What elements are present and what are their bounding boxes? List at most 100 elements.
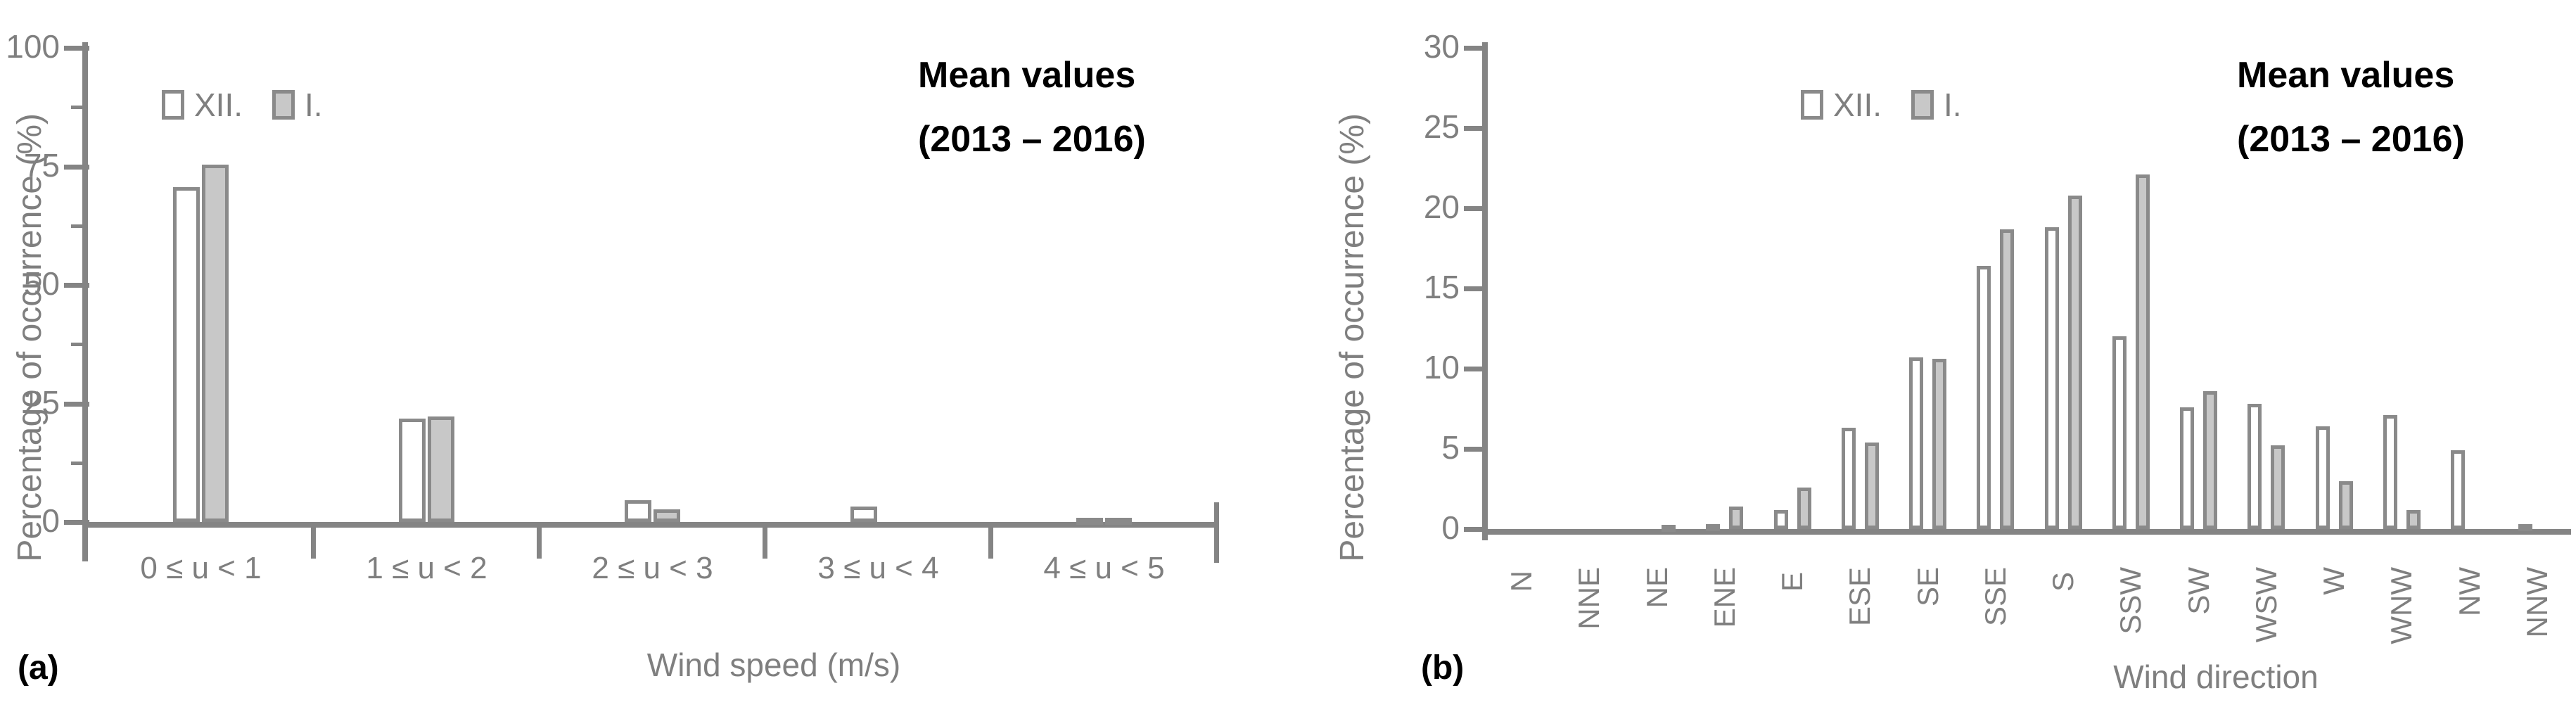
- chart-title-b-line2: (2013 – 2016): [2237, 119, 2465, 160]
- y-axis-line-b: [1482, 42, 1488, 540]
- bar-b-XII-NW: [2451, 450, 2466, 529]
- x-tick-label-text-NNW: NNW: [2520, 567, 2553, 638]
- y-axis-line-a: [82, 42, 88, 561]
- bar-a-I-1u2: [428, 416, 454, 522]
- x-divider-3-a: [763, 522, 767, 559]
- chart-title-a-line2: (2013 – 2016): [918, 119, 1146, 160]
- x-divider-2-a: [537, 522, 542, 559]
- y-tick-label-20-b: 20: [1423, 189, 1460, 225]
- chart-title-b-line1: Mean values: [2237, 55, 2455, 96]
- x-tick-label-text-NW: NW: [2452, 567, 2486, 616]
- y-axis-title-b-text: Percentage of occurrence (%): [1333, 113, 1371, 562]
- x-tick-label-b-SSW: SSW: [2114, 567, 2148, 640]
- bar-b-XII-WSW: [2247, 404, 2262, 529]
- x-axis-title-b: Wind direction: [2113, 658, 2319, 695]
- y-tick-label-25-b: 25: [1423, 108, 1460, 145]
- chart-title-a-line1: Mean values: [918, 55, 1136, 96]
- legend-item-xii-a: XII.: [162, 86, 243, 124]
- y-tick-0-b: [1464, 527, 1485, 532]
- legend-item-i-b: I.: [1911, 86, 1962, 124]
- bar-b-XII-W: [2315, 426, 2330, 529]
- x-tick-label-text-E: E: [1775, 571, 1809, 592]
- y-tick-20-b: [1464, 206, 1485, 211]
- bar-b-I-SSW: [2135, 174, 2150, 529]
- legend-label-xii-b: XII.: [1833, 87, 1882, 123]
- bar-a-XII-4u5: [1076, 518, 1103, 525]
- y-tick-label-0-a: 0: [42, 502, 60, 539]
- legend-swatch-i-a: [272, 90, 295, 120]
- legend-label-xii-a: XII.: [194, 87, 243, 123]
- x-tick-label-b-S: S: [2046, 567, 2080, 597]
- x-tick-label-b-SSE: SSE: [1978, 567, 2012, 631]
- legend-item-xii-b: XII.: [1801, 86, 1882, 124]
- y-tick-label-10-b: 10: [1423, 349, 1460, 386]
- x-tick-label-text-SE: SE: [1911, 567, 1944, 607]
- x-tick-label-text-WNW: WNW: [2385, 567, 2418, 644]
- bar-a-I-0u1: [202, 164, 229, 522]
- x-tick-label-text-W: W: [2317, 567, 2351, 595]
- x-tick-label-b-NE: NE: [1640, 567, 1673, 613]
- x-tick-label-b-SW: SW: [2181, 567, 2215, 620]
- x-divider-1-a: [311, 522, 316, 559]
- x-tick-label-b-W: W: [2317, 567, 2351, 600]
- x-tick-label-b-ENE: ENE: [1707, 567, 1741, 632]
- x-axis-title-a: Wind speed (m/s): [646, 647, 901, 683]
- y-tick-label-15-b: 15: [1423, 269, 1460, 305]
- bar-b-I-S: [2067, 195, 2082, 529]
- y-tick-10-b: [1464, 367, 1485, 371]
- x-tick-label-a-0u1: 0 ≤ u < 1: [140, 551, 262, 585]
- x-divider-5-a: [1214, 502, 1219, 563]
- bar-b-I-E: [1797, 487, 1811, 529]
- bar-b-XII-E: [1773, 509, 1788, 529]
- legend-swatch-i-b: [1911, 90, 1934, 120]
- x-tick-label-text-NE: NE: [1640, 567, 1673, 609]
- x-tick-label-text-ENE: ENE: [1707, 567, 1741, 628]
- x-tick-label-text-SSE: SSE: [1978, 567, 2012, 627]
- x-tick-label-b-E: E: [1775, 567, 1809, 597]
- x-tick-label-text-WSW: WSW: [2249, 567, 2283, 643]
- bar-a-XII-3u4: [850, 507, 877, 522]
- y-tick-100-a: [64, 46, 89, 51]
- bar-b-I-ESE: [1864, 442, 1879, 529]
- bar-b-XII-SSE: [1977, 266, 1991, 529]
- y-tick-5-b: [1464, 447, 1485, 452]
- x-tick-label-a-1u2: 1 ≤ u < 2: [366, 551, 487, 585]
- bar-b-XII-SE: [1909, 357, 1924, 529]
- chart-title-a: Mean values (2013 – 2016): [918, 44, 1146, 172]
- bar-a-I-4u5: [1105, 518, 1132, 525]
- x-tick-label-text-SW: SW: [2181, 567, 2215, 615]
- bar-b-XII-SW: [2180, 407, 2195, 529]
- y-tick-25-a: [64, 401, 89, 407]
- legend-swatch-xii-a: [162, 90, 184, 120]
- bar-b-I-WSW: [2271, 445, 2285, 529]
- y-tick-label-50-a: 50: [23, 265, 60, 302]
- chart-title-b: Mean values (2013 – 2016): [2237, 44, 2465, 172]
- x-axis-line-b: [1482, 529, 2571, 535]
- y-tick-25-b: [1464, 126, 1485, 131]
- x-tick-label-text-NNE: NNE: [1572, 567, 1606, 630]
- x-tick-label-b-NNW: NNW: [2520, 567, 2553, 642]
- x-tick-label-text-SSW: SSW: [2114, 567, 2148, 635]
- x-axis-line-a: [82, 522, 1217, 528]
- bar-b-I-SE: [1932, 359, 1947, 529]
- x-tick-label-text-ESE: ESE: [1843, 567, 1877, 627]
- bar-a-XII-1u2: [399, 419, 426, 522]
- bar-b-I-W: [2338, 481, 2353, 529]
- bar-b-I-NE: [1662, 525, 1676, 532]
- x-tick-label-b-NNE: NNE: [1572, 567, 1606, 635]
- y-tick-label-30-b: 30: [1423, 28, 1460, 65]
- bar-b-XII-ESE: [1841, 428, 1856, 529]
- x-tick-label-b-WNW: WNW: [2385, 567, 2418, 649]
- panel-letter-b: (b): [1421, 649, 1465, 687]
- x-tick-label-text-N: N: [1505, 570, 1538, 592]
- y-minor-tick-62.5-a: [71, 224, 82, 228]
- bar-b-XII-S: [2044, 227, 2059, 529]
- y-tick-label-0-b: 0: [1441, 509, 1460, 546]
- bar-b-I-WNW: [2406, 509, 2421, 529]
- x-divider-4-a: [988, 522, 993, 559]
- x-tick-label-b-NW: NW: [2452, 567, 2486, 621]
- bar-b-I-SW: [2203, 390, 2218, 529]
- x-tick-label-text-S: S: [2046, 571, 2080, 592]
- x-tick-label-a-2u3: 2 ≤ u < 3: [592, 551, 713, 585]
- bar-b-XII-WNW: [2383, 415, 2397, 529]
